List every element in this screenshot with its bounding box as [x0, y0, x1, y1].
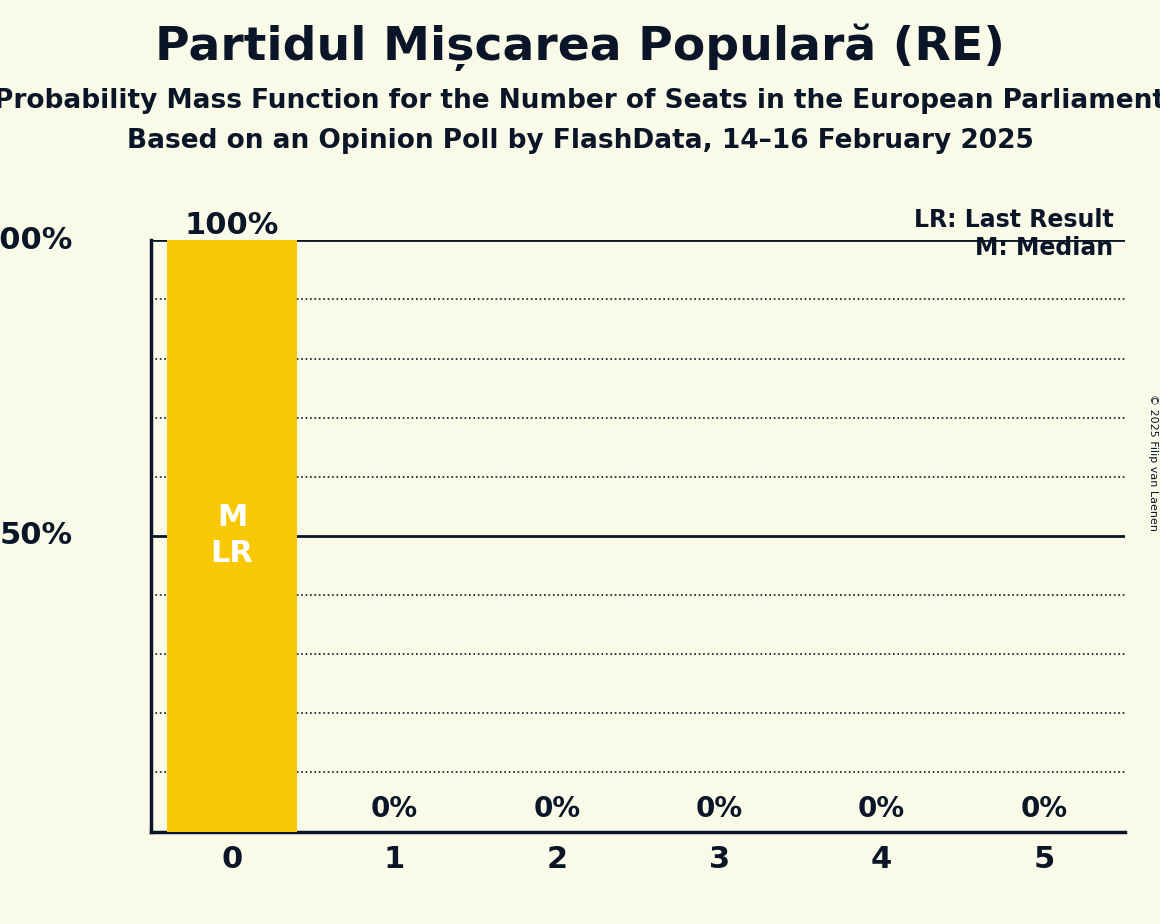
- Text: LR: Last Result: LR: Last Result: [914, 208, 1114, 232]
- Text: 50%: 50%: [0, 521, 73, 551]
- Text: 100%: 100%: [184, 212, 280, 240]
- Text: 100%: 100%: [0, 225, 73, 255]
- Text: Based on an Opinion Poll by FlashData, 14–16 February 2025: Based on an Opinion Poll by FlashData, 1…: [126, 128, 1034, 153]
- Text: 0%: 0%: [696, 795, 742, 822]
- Text: 0%: 0%: [858, 795, 905, 822]
- Text: 0%: 0%: [371, 795, 418, 822]
- Bar: [167, 240, 297, 832]
- Text: 0%: 0%: [534, 795, 580, 822]
- Text: Probability Mass Function for the Number of Seats in the European Parliament: Probability Mass Function for the Number…: [0, 88, 1160, 114]
- Text: 0%: 0%: [1021, 795, 1067, 822]
- Text: M: Median: M: Median: [976, 236, 1114, 260]
- Text: © 2025 Filip van Laenen: © 2025 Filip van Laenen: [1147, 394, 1158, 530]
- Text: Partidul Mișcarea Populară (RE): Partidul Mișcarea Populară (RE): [155, 23, 1005, 70]
- Text: M
LR: M LR: [211, 504, 253, 568]
